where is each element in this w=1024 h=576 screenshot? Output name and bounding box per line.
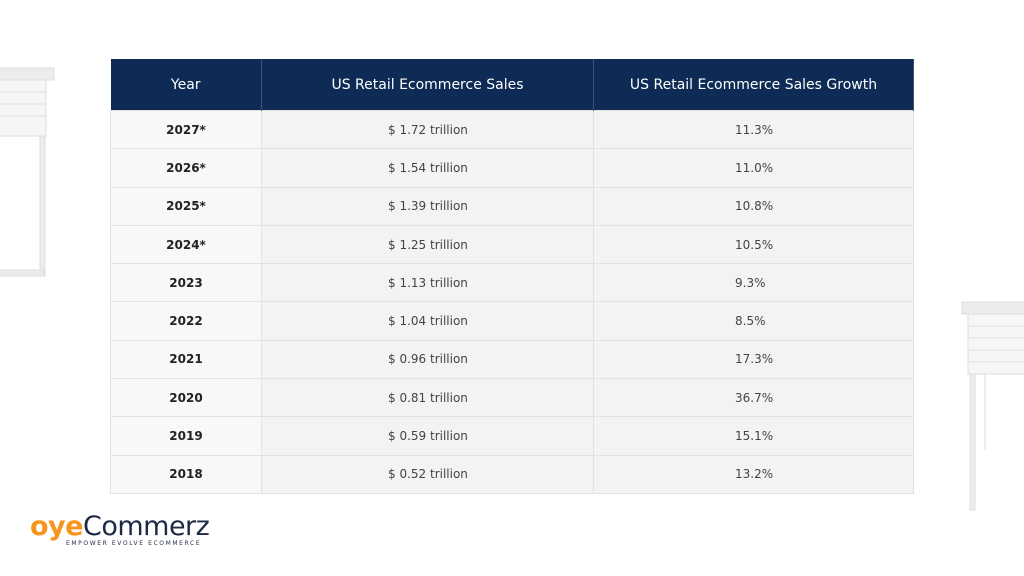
table-cell: 2018: [110, 454, 262, 494]
table-cell: $ 1.39 trillion: [261, 186, 594, 226]
blind-right: [961, 301, 1024, 511]
table-cell: 17.3%: [593, 339, 914, 380]
table-cell: $ 0.96 trillion: [261, 339, 594, 380]
blind-left: [0, 67, 55, 277]
logo-tagline: EMPOWER EVOLVE ECOMMERCE: [66, 540, 202, 547]
table-cell: 36.7%: [593, 378, 914, 418]
table-row: 2023 $ 1.13 trillion 9.3%: [110, 263, 914, 303]
table-cell: $ 1.13 trillion: [261, 263, 594, 303]
table-cell: 2022: [110, 301, 262, 341]
header-cell: US Retail Ecommerce Sales: [261, 59, 594, 111]
table-cell: 10.5%: [593, 224, 914, 265]
table-cell: 2027*: [110, 109, 262, 150]
table-row: 2025* $ 1.39 trillion 10.8%: [110, 186, 914, 226]
logo-wordmark: oyeCommerz: [30, 511, 210, 542]
table-cell: 2023: [110, 263, 262, 303]
logo-accent: oye: [30, 511, 83, 542]
header-cell: US Retail Ecommerce Sales Growth: [593, 59, 914, 111]
header-row: Year US Retail Ecommerce Sales US Retail E…: [110, 59, 914, 111]
table-row: 2021 $ 0.96 trillion 17.3%: [110, 339, 914, 380]
table-cell: 11.0%: [593, 148, 914, 188]
table-row: 2024* $ 1.25 trillion 10.5%: [110, 224, 914, 265]
table-cell: $ 0.59 trillion: [261, 416, 594, 456]
logo: oyeCommerz EMPOWER EVOLVE ECOMMERCE: [30, 511, 210, 548]
table-row: 2019 $ 0.59 trillion 15.1%: [110, 416, 914, 456]
logo-brand: Commerz: [82, 511, 210, 542]
table-cell: 13.2%: [593, 454, 914, 494]
table-cell: $ 1.25 trillion: [261, 224, 594, 265]
table-row: 2020 $ 0.81 trillion 36.7%: [110, 378, 914, 418]
table-cell: 2024*: [110, 224, 262, 265]
table-cell: $ 1.72 trillion: [261, 109, 594, 150]
table-cell: 8.5%: [593, 301, 914, 341]
table-cell: 11.3%: [593, 109, 914, 150]
table-cell: 2025*: [110, 186, 262, 226]
table-row: 2018 $ 0.52 trillion 13.2%: [110, 454, 914, 494]
table-row: 2027* $ 1.72 trillion 11.3%: [110, 109, 914, 150]
table-cell: 2020: [110, 378, 262, 418]
table-cell: $ 1.54 trillion: [261, 148, 594, 188]
data-table: Year US Retail Ecommerce Sales US Retail E…: [110, 59, 914, 494]
table-row: 2022 $ 1.04 trillion 8.5%: [110, 301, 914, 341]
table-row: 2026* $ 1.54 trillion 11.0%: [110, 148, 914, 188]
table-cell: $ 0.52 trillion: [261, 454, 594, 494]
table-cell: 2026*: [110, 148, 262, 188]
table-cell: 10.8%: [593, 186, 914, 226]
table-cell: 9.3%: [593, 263, 914, 303]
header-cell: Year: [110, 59, 262, 111]
table-cell: $ 0.81 trillion: [261, 378, 594, 418]
table-cell: $ 1.04 trillion: [261, 301, 594, 341]
table-cell: 2021: [110, 339, 262, 380]
table-cell: 15.1%: [593, 416, 914, 456]
table-cell: 2019: [110, 416, 262, 456]
